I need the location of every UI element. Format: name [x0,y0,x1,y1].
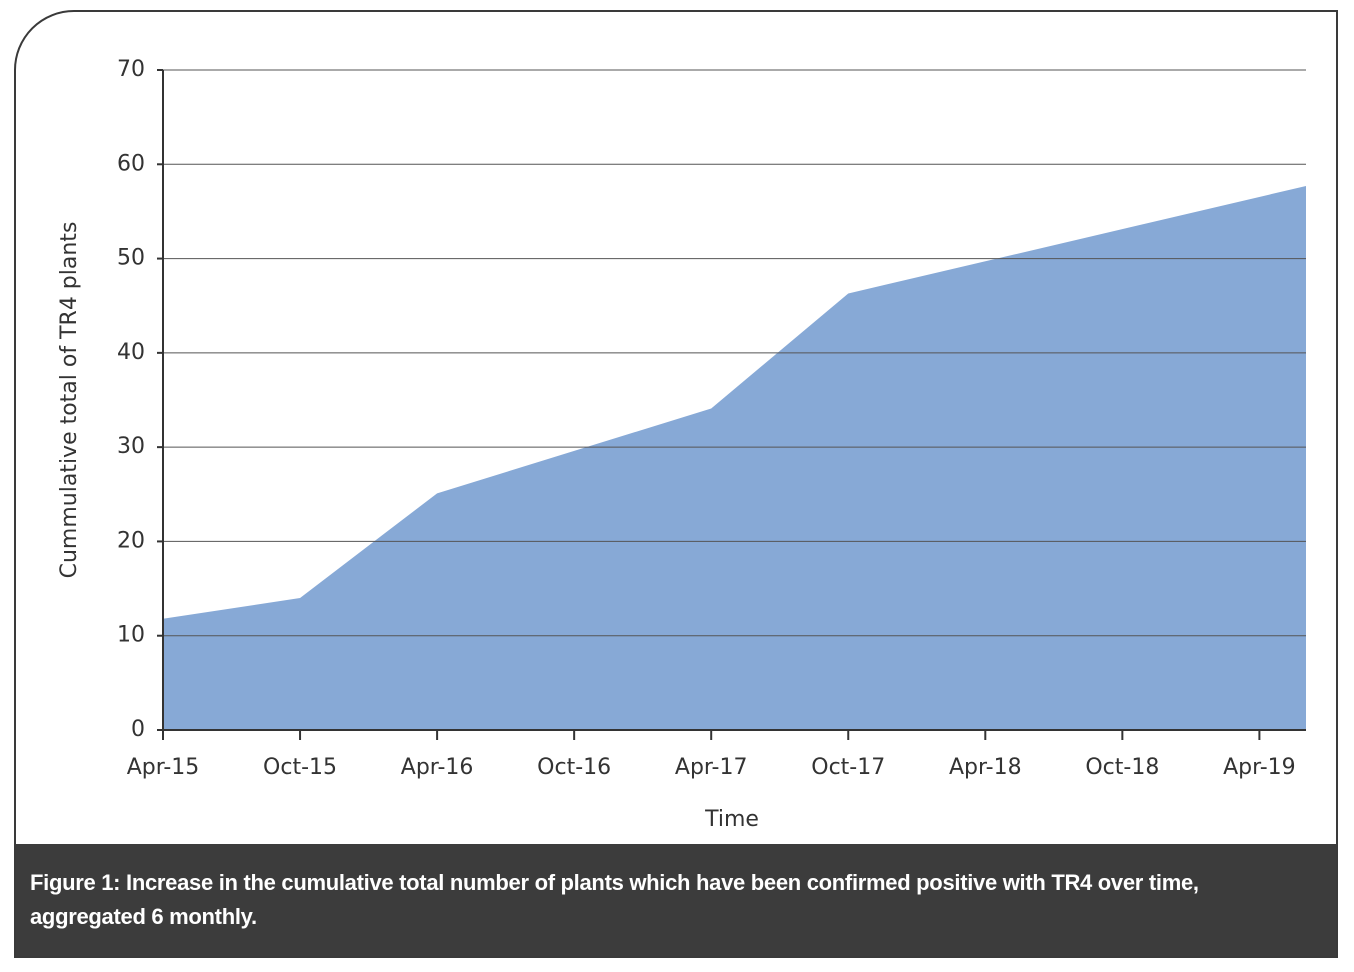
x-tick-label: Apr-18 [949,755,1022,780]
x-tick-label: Oct-17 [811,755,885,780]
y-tick-label: 30 [117,434,145,459]
chart: Cummulative total of TR4 plants Time 0 10… [57,57,1306,832]
y-tick-label: 70 [117,57,145,82]
x-tick-label: Apr-16 [401,755,474,780]
x-tick-label: Oct-15 [263,755,337,780]
caption: Figure 1: Increase in the cumulative tot… [30,870,1199,929]
x-tick-label: Oct-16 [537,755,611,780]
y-tick-label: 10 [117,623,145,648]
y-tick-label: 60 [117,151,145,176]
x-tick-label: Apr-19 [1223,755,1296,780]
y-axis-label: Cummulative total of TR4 plants [57,222,82,579]
x-tick-label: Apr-15 [127,755,200,780]
y-tick-label: 20 [117,528,145,553]
x-tick-label: Apr-17 [675,755,748,780]
x-axis-label: Time [704,807,759,832]
area [163,185,1306,730]
frame: Figure 1: Increase in the cumulative tot… [14,10,1338,958]
y-tick-label: 50 [117,246,145,271]
x-tick-label: Oct-18 [1085,755,1159,780]
y-tick-label: 0 [131,717,145,742]
caption-box: Figure 1: Increase in the cumulative tot… [16,844,1336,956]
y-tick-label: 40 [117,340,145,365]
